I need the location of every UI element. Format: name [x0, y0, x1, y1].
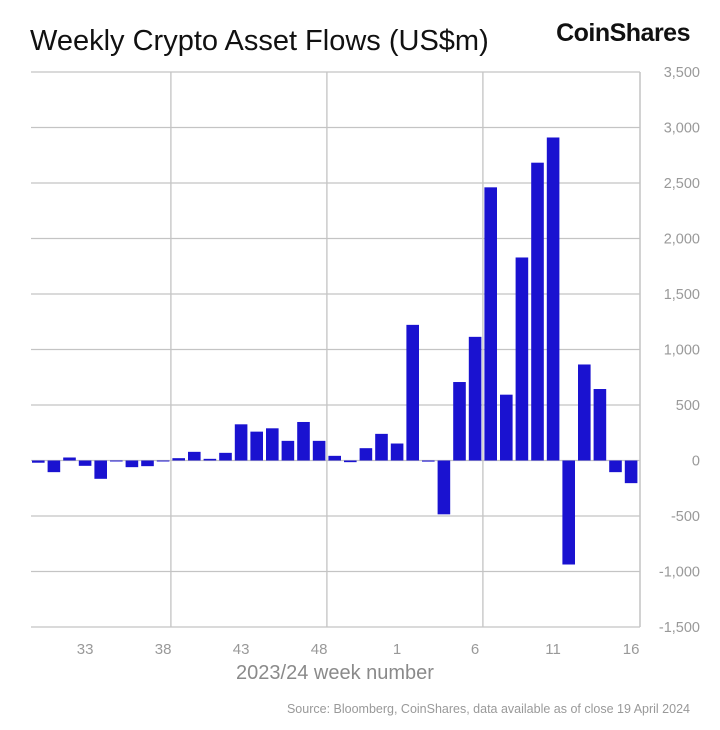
x-tick-label: 11: [545, 641, 561, 658]
y-tick-label: -1,500: [659, 620, 700, 636]
bar-week-51: [359, 448, 373, 461]
bar-week-8: [500, 394, 513, 461]
bar-week-44: [250, 431, 263, 461]
bar-week-50: [344, 460, 357, 463]
y-tick-label: 1,500: [664, 287, 700, 303]
bar-week-46: [281, 440, 295, 461]
bar-week-1: [390, 443, 404, 461]
bar-week-31: [47, 460, 61, 473]
y-tick-label: 2,000: [664, 232, 700, 248]
x-axis: 33 38 43 48 1 6 11 16: [77, 641, 640, 658]
bar-week-14: [593, 389, 607, 461]
bar-week-15: [609, 460, 622, 473]
bars: [32, 137, 638, 565]
x-tick-label: 1: [393, 641, 401, 658]
bar-week-7: [484, 187, 497, 461]
bar-week-10: [531, 162, 544, 461]
bar-week-5: [453, 382, 466, 461]
bar-week-11: [546, 137, 560, 461]
bar-week-43: [234, 424, 248, 461]
y-tick-label: 2,500: [664, 176, 700, 192]
source-note: Source: Bloomberg, CoinShares, data avai…: [287, 702, 690, 716]
bar-week-48: [312, 440, 326, 461]
y-tick-label: 0: [692, 454, 700, 470]
chart-title: Weekly Crypto Asset Flows (US$m): [30, 25, 489, 57]
y-axis: 3,500 3,000 2,500 2,000 1,500 1,000 500 0 -500 -1…: [659, 65, 700, 636]
bar-week-32: [63, 457, 76, 461]
bar-week-41: [203, 458, 217, 461]
bar-week-37: [141, 460, 154, 467]
x-tick-label: 33: [77, 641, 94, 658]
bar-week-52: [375, 433, 388, 461]
bar-week-36: [125, 460, 139, 468]
y-tick-label: 1,000: [664, 343, 700, 359]
y-tick-label: 500: [676, 398, 700, 414]
x-tick-label: 38: [155, 641, 172, 658]
bar-week-30: [32, 460, 45, 463]
bar-week-35: [110, 460, 123, 462]
bar-week-40: [188, 451, 201, 461]
y-tick-label: -500: [671, 509, 700, 525]
y-tick-label: -1,000: [659, 565, 700, 581]
gridlines: [31, 71, 641, 628]
y-tick-label: 3,000: [664, 121, 700, 137]
bar-week-9: [515, 257, 529, 461]
y-tick-label: 3,500: [664, 65, 700, 81]
x-tick-label: 16: [623, 641, 640, 658]
bar-week-4: [437, 460, 451, 515]
bar-week-45: [266, 428, 279, 461]
x-axis-label: 2023/24 week number: [236, 662, 434, 684]
bar-week-47: [297, 421, 310, 461]
bar-week-6: [468, 336, 482, 461]
x-tick-label: 43: [233, 641, 250, 658]
bar-week-12: [562, 460, 575, 565]
x-tick-label: 6: [471, 641, 479, 658]
bar-week-39: [172, 458, 185, 461]
bar-week-33: [78, 460, 92, 466]
coinshares-logo: CoinShares: [556, 19, 690, 47]
bar-week-2: [406, 324, 419, 461]
bar-week-16: [624, 460, 638, 484]
bar-week-3: [422, 460, 435, 462]
bar-week-38: [156, 460, 170, 462]
bar-week-42: [219, 452, 232, 461]
bar-week-34: [94, 460, 107, 479]
bar-week-49: [328, 455, 341, 461]
bar-week-13: [578, 364, 591, 461]
x-tick-label: 48: [311, 641, 328, 658]
